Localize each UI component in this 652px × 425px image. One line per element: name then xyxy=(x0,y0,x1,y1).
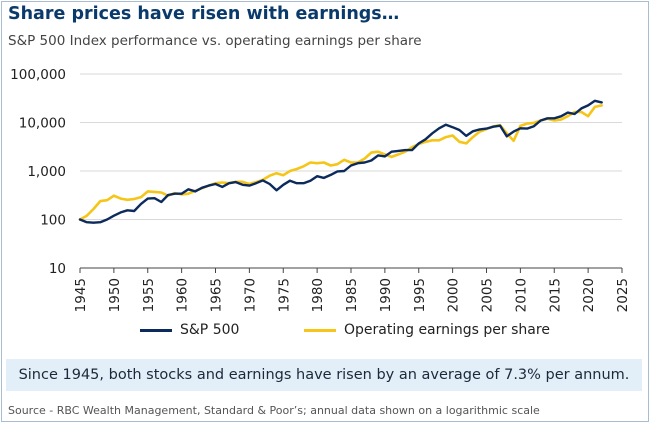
callout-box: Since 1945, both stocks and earnings hav… xyxy=(6,359,642,391)
x-tick-label: 1945 xyxy=(73,278,89,312)
x-tick-label: 1960 xyxy=(175,278,191,312)
legend-swatch-sp500 xyxy=(140,328,172,332)
source-note: Source - RBC Wealth Management, Standard… xyxy=(8,404,540,417)
gridlines xyxy=(80,73,622,269)
chart-title: Share prices have risen with earnings… xyxy=(8,4,400,24)
y-tick-label: 100 xyxy=(40,213,66,229)
x-tick-label: 2000 xyxy=(446,278,462,312)
y-tick-label: 1,000 xyxy=(27,164,66,180)
line-chart: 10 100 1,000 10,000 100,000 1945 1950 1955 1960… xyxy=(10,67,631,312)
x-tick-label: 2005 xyxy=(480,278,496,312)
x-tick-label: 1955 xyxy=(141,278,157,312)
legend-item-sp500: S&P 500 xyxy=(140,322,239,338)
legend-swatch-earnings xyxy=(304,328,336,332)
x-tick-label: 2020 xyxy=(581,278,597,312)
x-tick-label: 1975 xyxy=(276,278,292,312)
y-tick-label: 10 xyxy=(49,261,66,277)
legend-item-earnings: Operating earnings per share xyxy=(304,322,550,338)
chart-subtitle: S&P 500 Index performance vs. operating … xyxy=(8,33,422,49)
series-lines xyxy=(78,99,603,224)
y-axis-ticks: 10 100 1,000 10,000 100,000 xyxy=(10,67,66,277)
x-tick-label: 1990 xyxy=(378,278,394,312)
x-tick-label: 2015 xyxy=(547,278,563,312)
x-tick-label: 1995 xyxy=(412,278,428,312)
y-tick-label: 10,000 xyxy=(19,116,66,132)
x-tick-label: 2010 xyxy=(513,278,529,312)
x-tick-label: 1950 xyxy=(107,278,123,312)
x-tick-label: 1965 xyxy=(209,278,225,312)
x-tick-label: 1985 xyxy=(344,278,360,312)
x-tick-label: 2025 xyxy=(615,278,631,312)
y-tick-label: 100,000 xyxy=(10,67,66,83)
sp500-line xyxy=(78,99,603,224)
x-axis-ticks: 1945 1950 1955 1960 1965 1970 1975 1980 1985 1990… xyxy=(73,268,631,312)
x-tick-label: 1970 xyxy=(242,278,258,312)
legend-label-sp500: S&P 500 xyxy=(180,322,240,338)
chart-legend: S&P 500 Operating earnings per share xyxy=(0,322,652,342)
x-tick-label: 1980 xyxy=(310,278,326,312)
legend-label-earnings: Operating earnings per share xyxy=(344,322,550,338)
